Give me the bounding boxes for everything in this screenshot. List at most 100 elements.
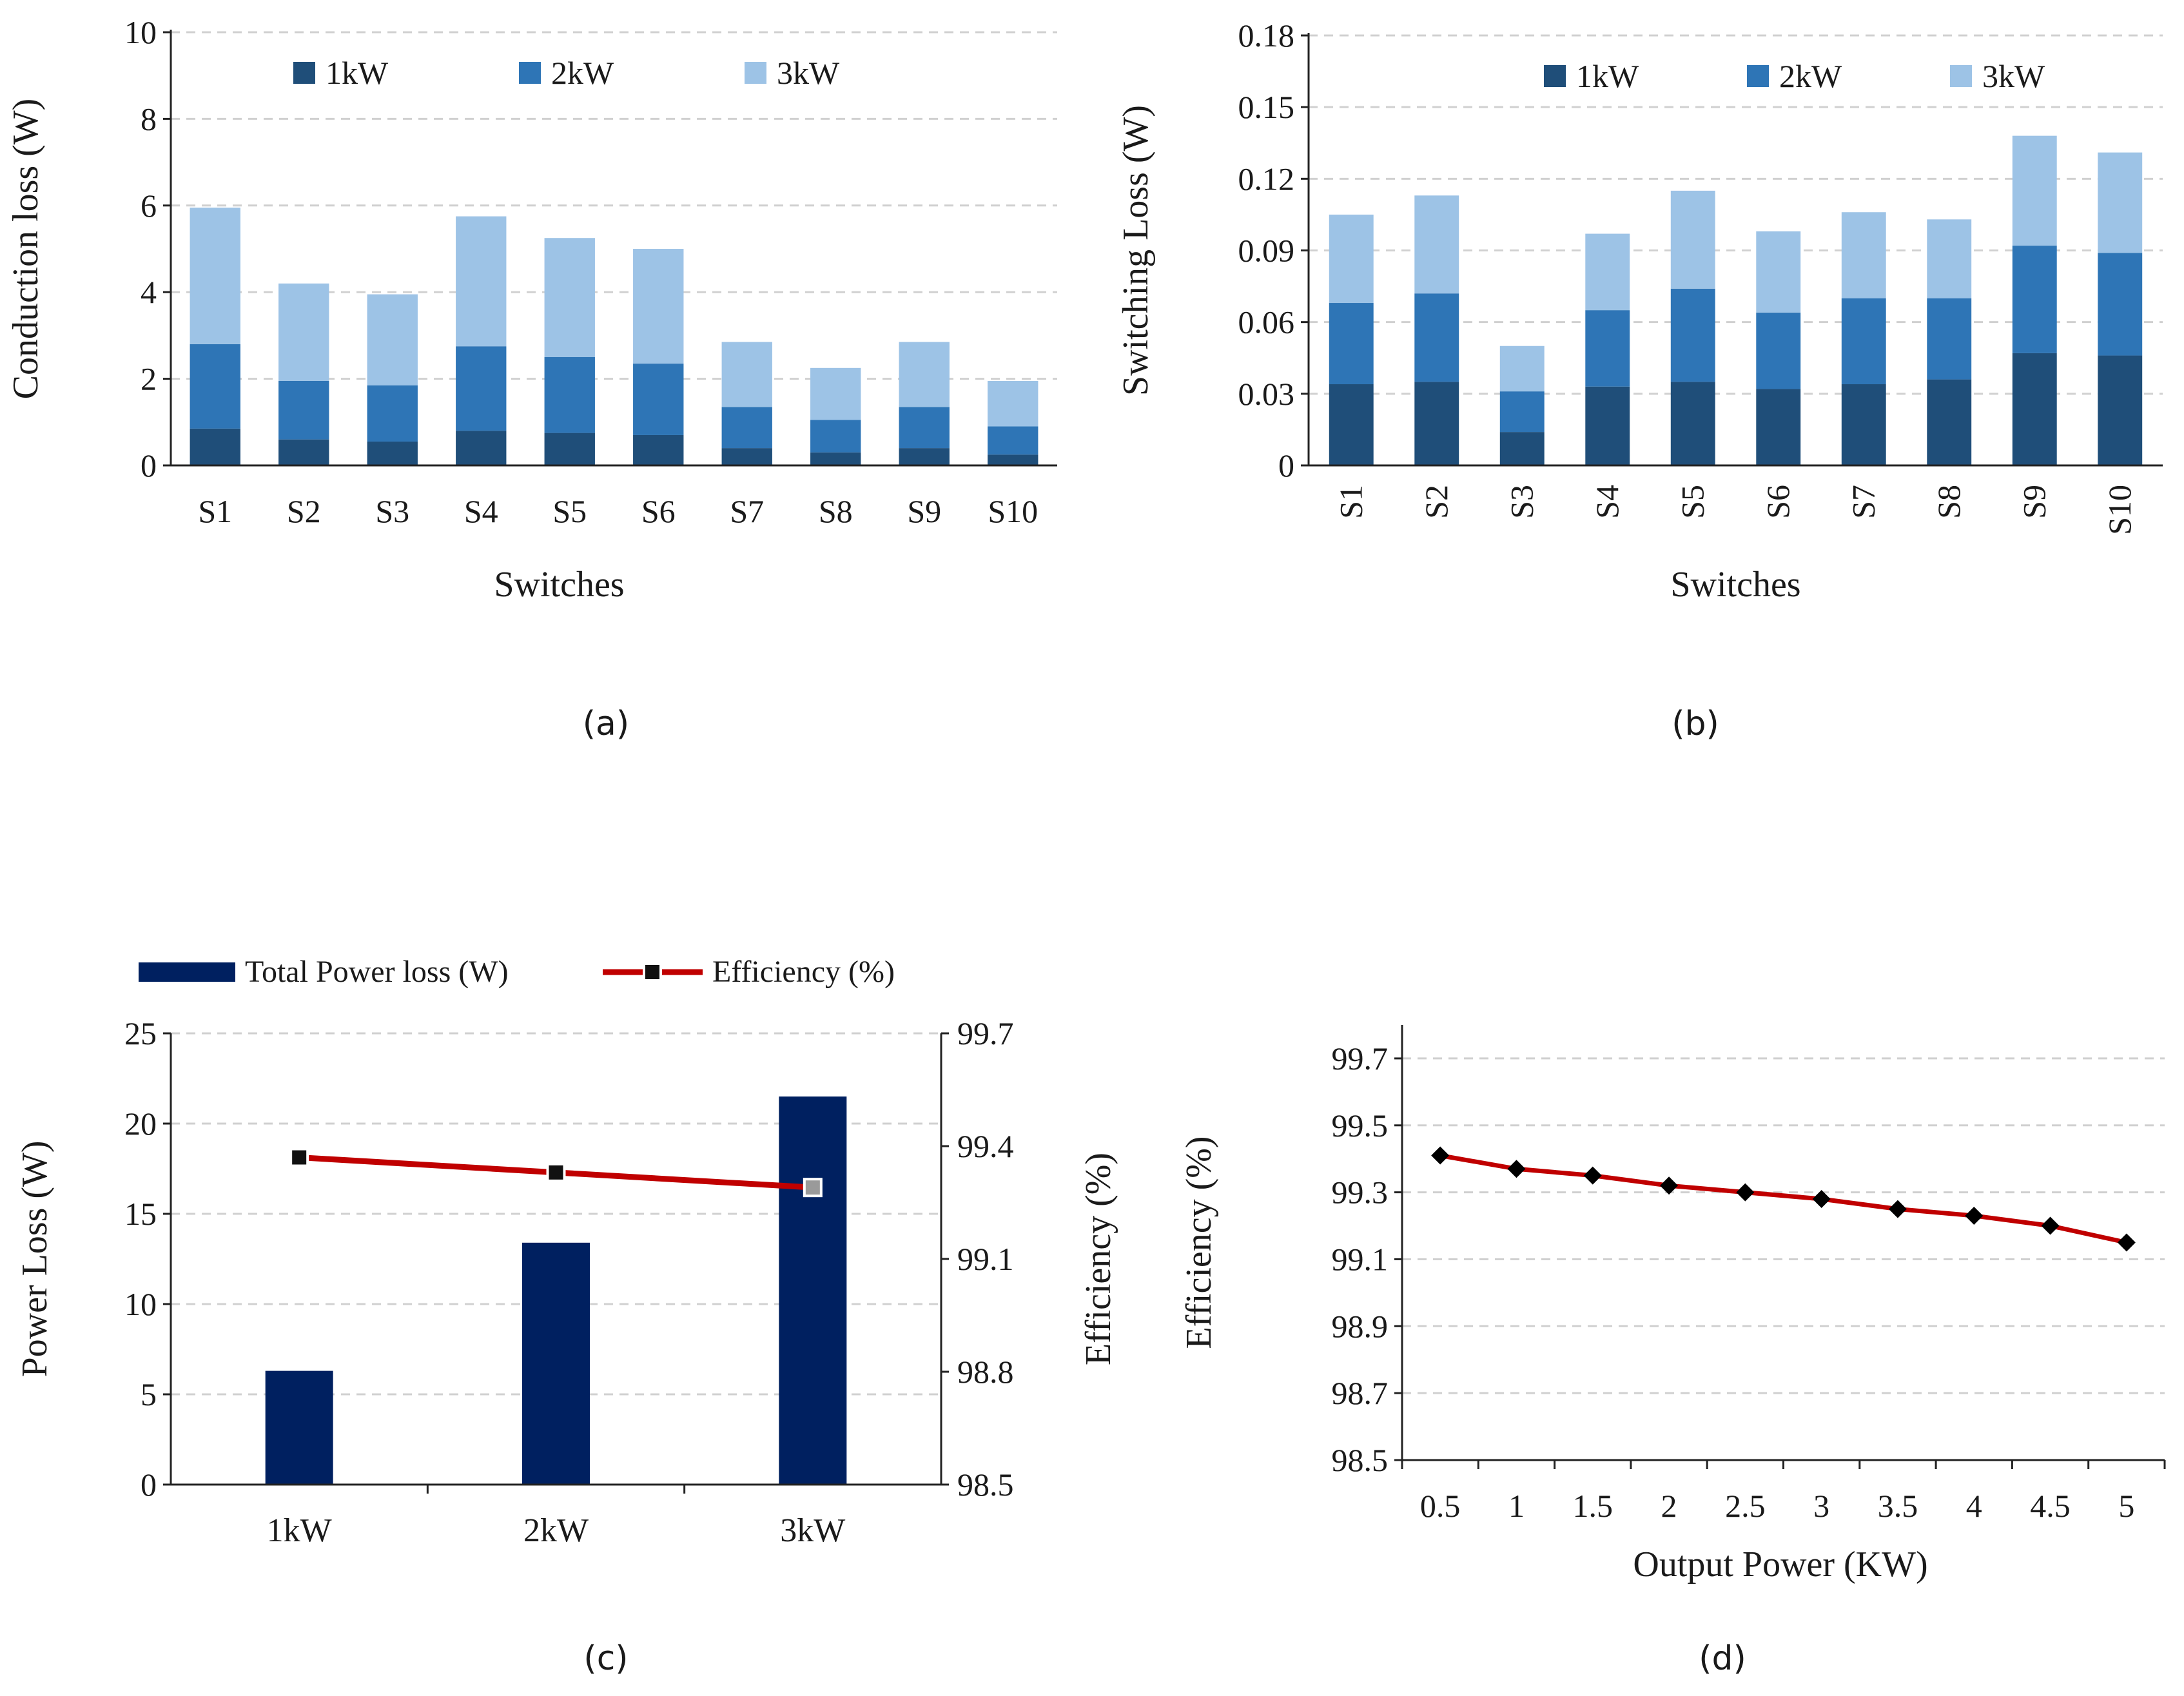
y-tick-label: 2 [141, 361, 157, 397]
data-point-marker [1583, 1166, 1602, 1185]
bar-segment-1kW [2098, 355, 2143, 465]
x-tick-label: S5 [552, 493, 587, 529]
y-tick-label: 98.9 [1332, 1308, 1389, 1344]
data-point-marker [1736, 1183, 1755, 1202]
y2-tick-label: 98.5 [957, 1467, 1014, 1503]
legend-label: 1kW [1576, 58, 1639, 94]
chart-d: 98.5 98.7 98.9 99.1 99.3 99.5 99.7 0.5 1 1.5 2 2.5 3… [1179, 1025, 2166, 1678]
x-tick-label: S5 [1674, 485, 1710, 519]
bar-segment-2kW [367, 385, 418, 442]
x-tick-label: 3.5 [1878, 1488, 1918, 1524]
y-tick-label: 5 [141, 1376, 157, 1412]
legend-label: 3kW [1982, 58, 2045, 94]
bar-segment-3kW [2098, 152, 2143, 253]
bar-segment-2kW [2012, 246, 2057, 353]
bar-segment-3kW [1841, 212, 1886, 298]
legend-label: 2kW [1779, 58, 1842, 94]
x-axis-title: Switches [494, 565, 624, 605]
bar-segment-2kW [1927, 298, 1972, 380]
bar-segment-1kW [1841, 384, 1886, 465]
x-tick-label: 2.5 [1725, 1488, 1766, 1524]
legend-swatch [293, 62, 315, 84]
legend-swatch [519, 62, 541, 84]
bar-segment-2kW [1841, 298, 1886, 385]
y-tick-label: 0.03 [1238, 376, 1295, 412]
data-point-marker [1965, 1206, 1984, 1225]
y-tick-label: 99.5 [1332, 1107, 1389, 1144]
x-tick-label: 3kW [780, 1512, 845, 1549]
data-point-marker [1888, 1200, 1907, 1218]
bar-segment-3kW [1756, 231, 1801, 313]
bar-segment-1kW [1499, 432, 1545, 465]
bar-segment-1kW [367, 442, 418, 465]
bar-segment-2kW [633, 364, 684, 435]
bar-segment-1kW [633, 434, 684, 465]
legend-marker [643, 962, 662, 982]
y-axis-title: Efficiency (%) [1179, 1136, 1219, 1349]
bar-segment-3kW [278, 283, 329, 381]
x-tick-label: S10 [2101, 485, 2138, 535]
chart-a: 0 2 4 6 8 10 S1 S2 S3 S4 S5 S6 S7 S8 S9 S10 1kW 2kW 3kW Swi… [6, 14, 1057, 743]
efficiency-marker [289, 1147, 309, 1167]
bar-segment-2kW [1329, 303, 1374, 385]
legend-label: 3kW [777, 55, 840, 91]
x-tick-label: 3 [1813, 1488, 1829, 1524]
bar-segment-2kW [456, 346, 507, 431]
x-tick-label: 1 [1508, 1488, 1525, 1524]
chart-c: 0 5 10 15 20 25 98.5 98.8 99.1 99.4 99.7 1kW 2kW 3kW T… [15, 955, 1118, 1678]
y-tick-label: 10 [124, 14, 157, 50]
x-tick-label: 2 [1661, 1488, 1677, 1524]
y-tick-label: 0.12 [1238, 161, 1295, 197]
bar-segment-2kW [2098, 253, 2143, 356]
bar-segment-3kW [456, 216, 507, 347]
x-axis-title: Output Power (KW) [1633, 1545, 1927, 1584]
x-tick-label: S9 [907, 493, 941, 529]
bar-segment-2kW [721, 407, 772, 449]
bar-segment-3kW [544, 238, 595, 357]
bar-segment-2kW [278, 380, 329, 440]
bar-segment-2kW [899, 407, 950, 449]
y-tick-label: 25 [124, 1015, 157, 1051]
y-tick-label: 6 [141, 188, 157, 224]
y-axis-title: Power Loss (W) [15, 1140, 55, 1377]
legend-swatch [1950, 65, 1972, 87]
bar-segment-2kW [190, 344, 240, 429]
bar-segment-3kW [1927, 219, 1972, 298]
x-tick-label: 4.5 [2030, 1488, 2071, 1524]
y2-tick-label: 99.4 [957, 1128, 1014, 1164]
y-tick-label: 0.15 [1238, 89, 1295, 125]
x-tick-label: S6 [1760, 485, 1796, 519]
y-tick-label: 99.3 [1332, 1175, 1389, 1211]
legend-label: 2kW [551, 55, 614, 91]
y-tick-label: 98.5 [1332, 1442, 1389, 1478]
y-axis-title: Switching Loss (W) [1116, 105, 1156, 396]
power-loss-bar [265, 1370, 333, 1485]
x-tick-label: S8 [1931, 485, 1967, 519]
power-loss-bar [522, 1242, 590, 1485]
bar-segment-3kW [190, 208, 240, 344]
bar-segment-1kW [1927, 379, 1972, 465]
y-tick-label: 15 [124, 1196, 157, 1232]
y-tick-label: 0 [141, 1467, 157, 1503]
efficiency-line [1439, 1153, 2127, 1245]
y-tick-label: 99.7 [1332, 1040, 1389, 1077]
x-tick-label: S7 [730, 493, 764, 529]
bar-segment-2kW [1414, 293, 1459, 382]
legend-swatch [745, 62, 766, 84]
bar-segment-2kW [810, 420, 861, 453]
legend-swatch [1544, 65, 1566, 87]
bar-segment-1kW [1756, 389, 1801, 465]
bar-segment-3kW [1670, 190, 1715, 289]
x-tick-label: S6 [641, 493, 676, 529]
bar-segment-2kW [1670, 288, 1715, 382]
x-axis-title: Switches [1670, 565, 1800, 605]
legend-label: Total Power loss (W) [245, 955, 509, 989]
data-point-marker [1812, 1190, 1831, 1208]
x-tick-label: 5 [2118, 1488, 2134, 1524]
x-tick-label: 0.5 [1420, 1488, 1461, 1524]
bar-segment-1kW [1585, 386, 1630, 465]
bar-segment-3kW [2012, 135, 2057, 246]
x-tick-label: S7 [1845, 485, 1881, 519]
caption: (c) [583, 1639, 628, 1678]
bar-segment-2kW [544, 357, 595, 433]
